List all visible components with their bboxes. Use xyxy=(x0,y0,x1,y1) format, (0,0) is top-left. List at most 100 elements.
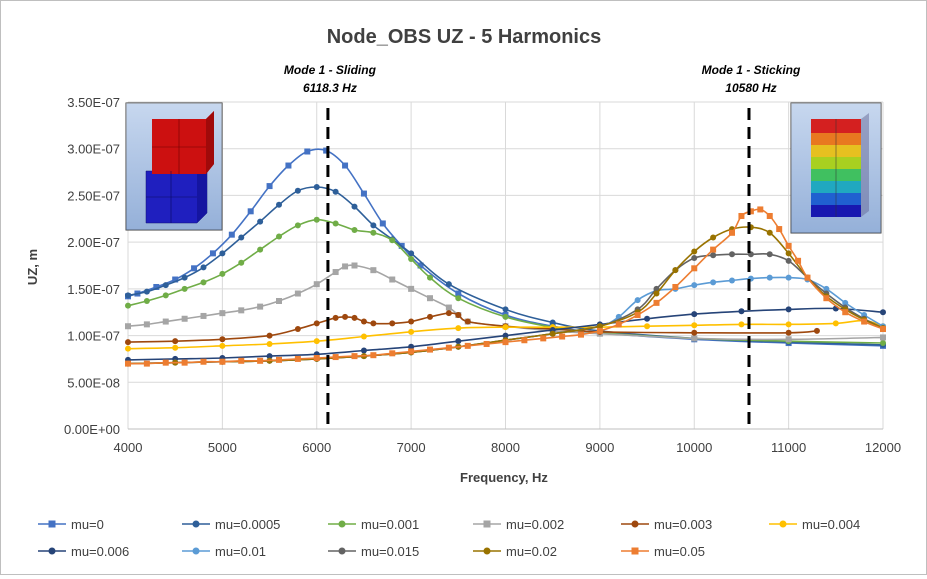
data-point xyxy=(502,313,509,320)
data-point xyxy=(238,357,245,364)
data-point xyxy=(766,274,773,281)
mode-annotations: Mode 1 - Sliding 6118.3 Hz Mode 1 - Sticki… xyxy=(284,63,801,429)
data-point xyxy=(578,331,584,338)
legend-marker xyxy=(779,520,787,528)
data-point xyxy=(389,350,396,357)
data-point xyxy=(332,269,339,276)
y-axis-label: UZ, m xyxy=(25,249,40,285)
data-point xyxy=(313,338,320,345)
data-point xyxy=(861,318,868,325)
y-tick-label: 2.50E-07 xyxy=(67,188,120,203)
data-point xyxy=(776,226,783,233)
data-point xyxy=(313,281,320,288)
data-point xyxy=(332,188,339,195)
y-tick-labels: 0.00E+00 5.00E-08 1.00E-07 1.50E-07 2.00E-07… xyxy=(64,95,120,437)
data-point xyxy=(672,283,679,290)
legend-marker xyxy=(192,547,200,555)
data-point xyxy=(417,262,424,269)
data-point xyxy=(502,324,509,331)
data-point xyxy=(172,338,179,345)
data-point xyxy=(880,309,886,316)
data-point xyxy=(408,348,415,355)
data-point xyxy=(653,290,660,297)
data-point xyxy=(729,229,735,236)
data-point xyxy=(634,312,641,319)
data-point xyxy=(219,342,226,349)
data-point xyxy=(379,220,386,227)
data-point xyxy=(162,282,169,289)
series-layer xyxy=(125,147,886,367)
legend-label: mu=0.004 xyxy=(802,517,860,532)
legend-label: mu=0.015 xyxy=(361,544,419,559)
data-point xyxy=(691,311,698,318)
data-point xyxy=(294,355,301,362)
data-point xyxy=(880,340,886,347)
data-point xyxy=(813,327,820,334)
legend-entry: mu=0.015 xyxy=(328,544,419,559)
data-point xyxy=(332,354,339,361)
data-point xyxy=(247,208,254,215)
data-point xyxy=(257,218,264,225)
data-point xyxy=(266,340,273,347)
legend-entry: mu=0.006 xyxy=(38,544,129,559)
y-tick-label: 5.00E-08 xyxy=(67,375,120,390)
data-point xyxy=(785,306,792,313)
legend-marker xyxy=(338,520,346,528)
data-point xyxy=(342,313,349,320)
data-point xyxy=(408,255,415,262)
data-point xyxy=(125,292,131,299)
legend-marker xyxy=(48,547,56,555)
mode-frequency-label: 6118.3 Hz xyxy=(303,81,357,95)
data-point xyxy=(389,320,396,327)
data-point xyxy=(162,292,169,299)
data-point xyxy=(125,302,131,309)
legend-marker xyxy=(48,520,56,528)
data-point xyxy=(785,274,792,281)
data-point xyxy=(549,330,556,337)
data-point xyxy=(370,352,377,359)
data-point xyxy=(644,315,651,322)
data-point xyxy=(738,212,745,219)
data-point xyxy=(257,357,264,364)
data-point xyxy=(785,321,792,328)
data-point xyxy=(360,347,367,354)
data-point xyxy=(191,265,198,272)
legend-label: mu=0.001 xyxy=(361,517,419,532)
data-point xyxy=(219,310,226,317)
legend-marker xyxy=(631,520,639,528)
data-point xyxy=(360,333,367,340)
data-point xyxy=(370,222,377,229)
data-point xyxy=(342,162,349,169)
y-tick-label: 1.50E-07 xyxy=(67,282,120,297)
data-point xyxy=(408,328,415,335)
legend-label: mu=0.0005 xyxy=(215,517,280,532)
data-point xyxy=(238,234,245,241)
data-point xyxy=(710,246,717,253)
data-point xyxy=(200,279,207,286)
data-point xyxy=(294,222,301,229)
x-tick-label: 11000 xyxy=(771,440,806,455)
data-point xyxy=(125,360,131,367)
legend-label: mu=0.01 xyxy=(215,544,266,559)
data-point xyxy=(691,282,698,289)
data-point xyxy=(360,190,367,197)
y-tick-label: 2.00E-07 xyxy=(67,235,120,250)
series-mu-0-05 xyxy=(125,206,886,367)
x-tick-label: 8000 xyxy=(491,440,520,455)
data-point xyxy=(691,248,698,255)
legend-entry: mu=0.05 xyxy=(621,544,705,559)
data-point xyxy=(842,299,849,306)
data-point xyxy=(691,335,698,342)
data-point xyxy=(445,344,452,351)
data-point xyxy=(464,342,471,349)
data-point xyxy=(785,257,792,264)
data-point xyxy=(766,251,773,258)
legend-marker xyxy=(483,520,491,528)
data-point xyxy=(276,233,282,240)
mode-title: Mode 1 - Sticking xyxy=(702,63,801,77)
data-point xyxy=(370,229,377,236)
data-point xyxy=(427,313,433,320)
data-point xyxy=(370,320,377,327)
